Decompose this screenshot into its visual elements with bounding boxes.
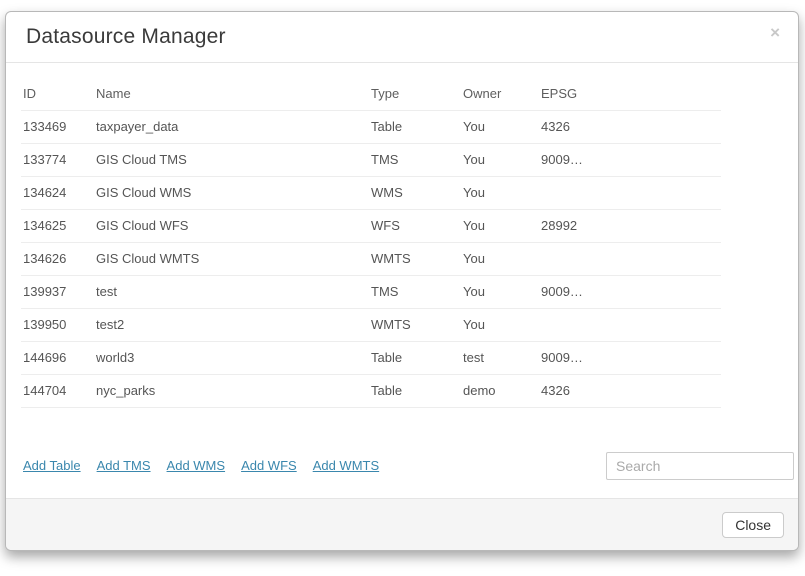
cell-epsg xyxy=(539,242,721,276)
cell-epsg: 4326 xyxy=(539,110,721,144)
cell-name: GIS Cloud WFS xyxy=(94,209,369,243)
cell-owner: demo xyxy=(461,374,539,408)
table-row[interactable]: 133469 taxpayer_data Table You 4326 xyxy=(21,110,721,144)
cell-owner: test xyxy=(461,341,539,375)
cell-id: 134624 xyxy=(21,176,94,210)
search-input[interactable] xyxy=(606,451,794,480)
cell-type: WMTS xyxy=(369,308,461,342)
cell-type: Table xyxy=(369,341,461,375)
cell-type: TMS xyxy=(369,143,461,177)
table-row[interactable]: 133774 GIS Cloud TMS TMS You 9009… xyxy=(21,143,721,177)
cell-name: nyc_parks xyxy=(94,374,369,408)
cell-owner: You xyxy=(461,242,539,276)
cell-name: test xyxy=(94,275,369,309)
column-header-epsg: EPSG xyxy=(539,78,721,111)
cell-id: 139937 xyxy=(21,275,94,309)
table-row[interactable]: 144696 world3 Table test 9009… xyxy=(21,341,721,375)
table-row[interactable]: 139937 test TMS You 9009… xyxy=(21,275,721,309)
cell-epsg: 9009… xyxy=(539,275,721,309)
cell-epsg: 4326 xyxy=(539,374,721,408)
add-datasource-link[interactable]: Add WMS xyxy=(166,458,226,473)
cell-id: 134626 xyxy=(21,242,94,276)
dialog-title: Datasource Manager xyxy=(26,25,226,48)
add-datasource-link[interactable]: Add Table xyxy=(23,458,81,473)
cell-type: Table xyxy=(369,110,461,144)
column-header-id: ID xyxy=(21,78,94,111)
cell-type: WMTS xyxy=(369,242,461,276)
dialog-body: ID Name Type Owner EPSG 133469 taxpayer_… xyxy=(6,63,798,498)
cell-owner: You xyxy=(461,143,539,177)
column-header-type: Type xyxy=(369,78,461,111)
cell-id: 139950 xyxy=(21,308,94,342)
cell-id: 144704 xyxy=(21,374,94,408)
table-row[interactable]: 134625 GIS Cloud WFS WFS You 28992 xyxy=(21,209,721,243)
add-links-group: Add Table Add TMS Add WMS Add WFS Add WM… xyxy=(21,458,379,473)
cell-name: GIS Cloud WMTS xyxy=(94,242,369,276)
add-datasource-link[interactable]: Add WMTS xyxy=(312,458,380,473)
datasource-manager-dialog: Datasource Manager × ID Name Type Owner … xyxy=(5,11,799,551)
cell-owner: You xyxy=(461,176,539,210)
cell-epsg: 28992 xyxy=(539,209,721,243)
table-row[interactable]: 139950 test2 WMTS You xyxy=(21,308,721,342)
table-row[interactable]: 144704 nyc_parks Table demo 4326 xyxy=(21,374,721,408)
cell-id: 133469 xyxy=(21,110,94,144)
dialog-header: Datasource Manager × xyxy=(6,12,798,63)
datasource-table: ID Name Type Owner EPSG 133469 taxpayer_… xyxy=(21,78,721,408)
dialog-footer: Close xyxy=(6,498,798,550)
cell-owner: You xyxy=(461,110,539,144)
cell-type: WFS xyxy=(369,209,461,243)
cell-epsg: 9009… xyxy=(539,341,721,375)
table-row[interactable]: 134624 GIS Cloud WMS WMS You xyxy=(21,176,721,210)
column-header-owner: Owner xyxy=(461,78,539,111)
table-header-row: ID Name Type Owner EPSG xyxy=(21,78,721,111)
cell-type: TMS xyxy=(369,275,461,309)
cell-owner: You xyxy=(461,308,539,342)
actions-row: Add Table Add TMS Add WMS Add WFS Add WM… xyxy=(21,451,794,480)
cell-epsg xyxy=(539,176,721,210)
add-datasource-link[interactable]: Add WFS xyxy=(241,458,297,473)
cell-type: WMS xyxy=(369,176,461,210)
table-row[interactable]: 134626 GIS Cloud WMTS WMTS You xyxy=(21,242,721,276)
cell-type: Table xyxy=(369,374,461,408)
cell-name: taxpayer_data xyxy=(94,110,369,144)
cell-name: world3 xyxy=(94,341,369,375)
cell-owner: You xyxy=(461,275,539,309)
cell-name: GIS Cloud TMS xyxy=(94,143,369,177)
cell-owner: You xyxy=(461,209,539,243)
cell-name: GIS Cloud WMS xyxy=(94,176,369,210)
cell-epsg: 9009… xyxy=(539,143,721,177)
close-icon[interactable]: × xyxy=(770,22,780,42)
add-datasource-link[interactable]: Add TMS xyxy=(96,458,151,473)
cell-epsg xyxy=(539,308,721,342)
cell-id: 134625 xyxy=(21,209,94,243)
cell-id: 144696 xyxy=(21,341,94,375)
cell-name: test2 xyxy=(94,308,369,342)
close-button[interactable]: Close xyxy=(722,511,784,538)
column-header-name: Name xyxy=(94,78,369,111)
cell-id: 133774 xyxy=(21,143,94,177)
